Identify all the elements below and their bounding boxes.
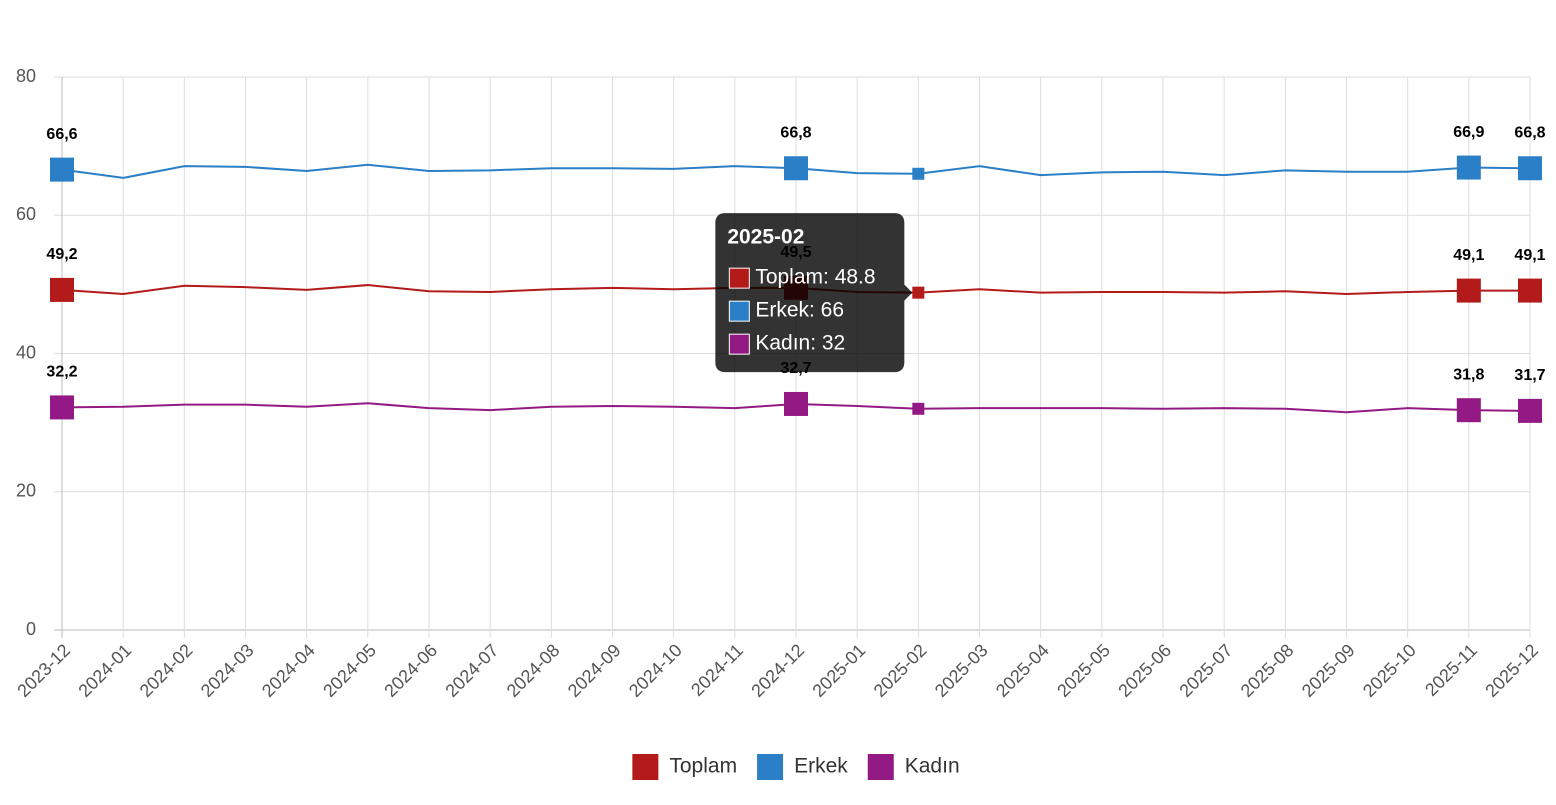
x-tick-label: 2024-02 (136, 640, 197, 701)
value-label: 66,6 (46, 126, 77, 143)
x-tick-label: 2025-05 (1053, 640, 1114, 701)
x-tick-label: 2025-11 (1421, 640, 1481, 700)
y-tick-label: 80 (16, 66, 36, 86)
point-marker[interactable] (784, 156, 808, 181)
point-marker[interactable] (912, 167, 925, 180)
x-tick-label: 2025-02 (870, 640, 931, 701)
value-label: 49,1 (1514, 247, 1545, 264)
tooltip-item: Erkek: 66 (755, 299, 844, 322)
tooltip-box (715, 213, 913, 373)
legend-label[interactable]: Toplam (669, 755, 737, 778)
x-tick-label: 2025-08 (1237, 640, 1298, 701)
y-tick-label: 60 (16, 204, 36, 224)
point-marker[interactable] (50, 395, 74, 420)
point-marker[interactable] (1518, 398, 1542, 423)
x-tick-label: 2025-10 (1359, 640, 1420, 701)
value-label: 31,8 (1453, 366, 1484, 383)
x-tick-label: 2024-04 (258, 640, 319, 701)
point-marker[interactable] (1456, 155, 1481, 180)
point-marker[interactable] (912, 286, 925, 299)
value-label: 66,8 (780, 124, 811, 141)
tooltip: 2025-02 Toplam: 48.8 Erkek: 66 Kadın: 32 (715, 213, 913, 373)
x-tick-label: 2024-10 (625, 640, 686, 701)
x-tick-label: 2024-08 (503, 640, 564, 701)
point-marker[interactable] (1456, 278, 1481, 303)
tooltip-title: 2025-02 (727, 226, 804, 249)
legend-label[interactable]: Kadın (905, 755, 960, 778)
point-marker[interactable] (1518, 156, 1542, 181)
value-label: 66,8 (1514, 124, 1545, 141)
legend-swatch[interactable] (757, 754, 784, 780)
x-tick-label: 2025-07 (1175, 640, 1236, 701)
x-tick-label: 2024-12 (747, 640, 808, 701)
y-tick-label: 0 (26, 619, 36, 639)
x-tick-label: 2024-07 (441, 640, 502, 701)
point-marker[interactable] (784, 391, 808, 416)
legend-swatch[interactable] (867, 754, 894, 780)
tooltip-item: Toplam: 48.8 (755, 266, 875, 289)
tooltip-swatch (728, 267, 750, 289)
x-tick-label: 2025-03 (931, 640, 992, 701)
legend: Toplam Erkek Kadın (632, 754, 960, 780)
legend-swatch[interactable] (632, 754, 659, 780)
x-tick-label: 2025-06 (1114, 640, 1175, 701)
x-tick-label: 2024-01 (74, 640, 135, 701)
x-tick-label: 2025-01 (808, 640, 869, 701)
value-label: 49,2 (46, 246, 77, 263)
point-marker[interactable] (50, 277, 74, 302)
x-tick-label: 2025-12 (1481, 640, 1542, 701)
tooltip-swatch (728, 333, 750, 355)
value-label: 66,9 (1453, 124, 1484, 141)
x-tick-label: 2024-06 (380, 640, 441, 701)
y-tick-label: 40 (16, 342, 36, 362)
y-tick-label: 20 (16, 481, 36, 501)
value-label: 31,7 (1514, 367, 1545, 384)
tooltip-swatch (728, 300, 750, 322)
point-marker[interactable] (1456, 398, 1481, 423)
point-marker[interactable] (912, 402, 925, 415)
x-tick-label: 2024-11 (687, 640, 747, 700)
x-tick-label: 2025-09 (1298, 640, 1359, 701)
tooltip-item: Kadın: 32 (755, 332, 845, 355)
x-tick-label: 2023-12 (13, 640, 74, 701)
x-tick-label: 2024-05 (319, 640, 380, 701)
legend-label[interactable]: Erkek (794, 755, 848, 778)
point-marker[interactable] (50, 157, 74, 182)
x-tick-label: 2024-03 (197, 640, 258, 701)
value-label: 32,2 (46, 364, 77, 381)
value-label: 49,1 (1453, 247, 1484, 264)
point-marker[interactable] (1518, 278, 1542, 303)
x-tick-label: 2024-09 (564, 640, 625, 701)
x-tick-label: 2025-04 (992, 640, 1053, 701)
